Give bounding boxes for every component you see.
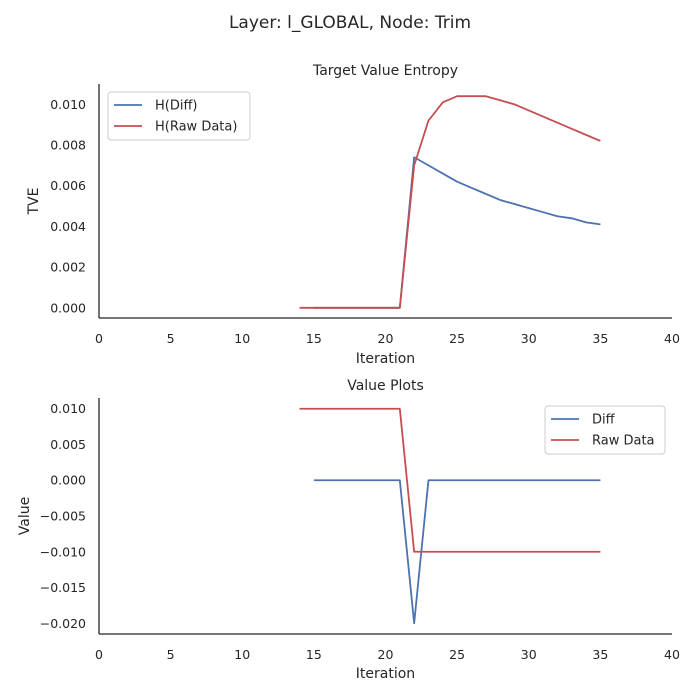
x-tick-label: 30 (521, 647, 537, 662)
y-tick-label: 0.008 (50, 138, 86, 153)
x-tick-label: 5 (167, 647, 175, 662)
legend-box (107, 91, 251, 141)
y-tick-label: 0.005 (50, 437, 86, 452)
x-tick-label: 0 (95, 331, 103, 346)
chart-title: Value Plots (347, 378, 424, 394)
x-tick-label: 40 (664, 647, 680, 662)
x-tick-label: 40 (664, 331, 680, 346)
x-tick-label: 20 (378, 331, 394, 346)
chart-title: Target Value Entropy (312, 63, 458, 79)
x-tick-label: 25 (449, 331, 465, 346)
series-line-h-diff (313, 156, 601, 309)
x-tick-label: 30 (521, 331, 537, 346)
legend-box (544, 405, 666, 455)
y-tick-label: 0.006 (50, 178, 86, 193)
x-axis-label: Iteration (356, 351, 415, 367)
legend-entry: Diff (592, 413, 616, 428)
y-tick-label: 0.000 (50, 473, 86, 488)
y-tick-label: −0.005 (40, 509, 86, 524)
x-axis-label: Iteration (356, 666, 415, 682)
x-tick-label: 5 (167, 331, 175, 346)
x-tick-label: 25 (449, 647, 465, 662)
legend: Diff Raw Data (544, 405, 666, 455)
x-tick-label: 15 (306, 331, 322, 346)
x-tick-label: 35 (592, 331, 608, 346)
x-tick-label: 15 (306, 647, 322, 662)
entropy-chart: Target Value Entropy 0 5 10 15 20 25 30 35 40 0.00… (26, 63, 680, 367)
value-chart: Value Plots 0 5 10 15 20 25 30 35 40 0.010 0.005 0.0… (17, 378, 680, 682)
x-tick-label: 35 (592, 647, 608, 662)
y-tick-label: 0.004 (50, 219, 86, 234)
y-tick-label: −0.015 (40, 580, 86, 595)
legend-entry: H(Raw Data) (155, 120, 237, 135)
x-tick-label: 10 (234, 647, 250, 662)
y-tick-label: 0.010 (50, 401, 86, 416)
series-line-h-raw-data (299, 95, 601, 309)
figure-title: Layer: l_GLOBAL, Node: Trim (229, 13, 471, 33)
y-tick-label: 0.010 (50, 97, 86, 112)
y-tick-label: −0.020 (40, 616, 86, 631)
legend: H(Diff) H(Raw Data) (107, 91, 251, 141)
series-line-diff (313, 479, 601, 625)
y-tick-label: −0.010 (40, 544, 86, 559)
y-axis-label: Value (17, 497, 33, 535)
legend-entry: Raw Data (592, 434, 655, 449)
y-tick-label: 0.002 (50, 260, 86, 275)
x-tick-label: 20 (378, 647, 394, 662)
legend-entry: H(Diff) (155, 99, 198, 114)
x-tick-label: 10 (234, 331, 250, 346)
y-axis-label: TVE (26, 188, 42, 216)
x-tick-label: 0 (95, 647, 103, 662)
series-line-raw-data (299, 407, 601, 553)
y-tick-label: 0.000 (50, 300, 86, 315)
